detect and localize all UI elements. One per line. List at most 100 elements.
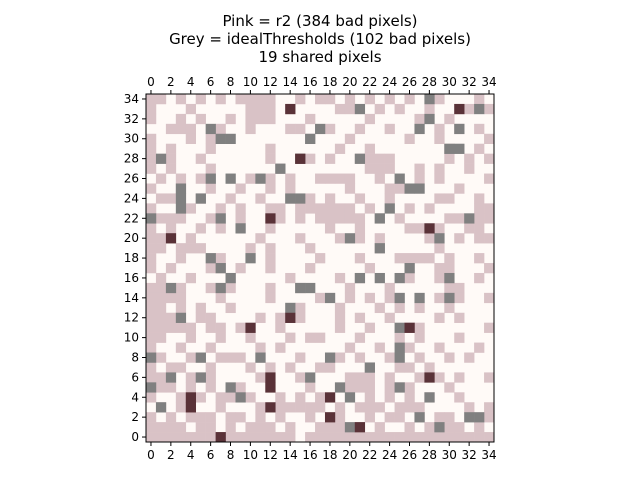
pink-cell — [354, 223, 366, 234]
pink-cell — [195, 422, 206, 433]
x-tick-label-bottom: 18 — [322, 448, 337, 462]
pink-cell — [364, 402, 375, 413]
pink-cell — [364, 292, 375, 304]
pink-cell — [175, 402, 187, 413]
pink-cell — [414, 402, 425, 413]
pink-cell — [444, 412, 455, 423]
pink-cell — [414, 432, 425, 443]
pink-cell — [434, 272, 445, 284]
y-tick-label: 8 — [131, 350, 139, 364]
pink-cell — [404, 392, 415, 403]
pink-cell — [185, 432, 197, 443]
grey-cell — [414, 123, 425, 135]
pink-cell — [295, 392, 306, 403]
pink-cell — [275, 213, 286, 224]
pink-cell — [334, 203, 346, 214]
pink-cell — [434, 133, 445, 145]
pink-cell — [195, 173, 206, 184]
pink-cell — [265, 94, 276, 105]
pink-cell — [464, 103, 475, 115]
pink-cell — [275, 342, 286, 353]
pink-cell — [215, 253, 226, 264]
x-tick-label-top: 28 — [422, 75, 437, 89]
pink-cell — [215, 392, 226, 403]
pink-cell — [225, 392, 236, 403]
pink-cell — [354, 193, 366, 204]
pink-cell — [334, 173, 346, 184]
pink-cell — [354, 312, 366, 323]
pink-cell — [354, 372, 366, 383]
pink-cell — [434, 263, 445, 274]
pink-cell — [344, 342, 356, 353]
pink-cell — [215, 203, 226, 214]
grey-cell — [434, 233, 445, 244]
pink-cell — [454, 213, 465, 224]
grey-cell — [444, 292, 455, 304]
pink-cell — [334, 233, 346, 244]
pink-cell — [185, 233, 197, 244]
pink-cell — [305, 402, 316, 413]
shared-cell — [354, 422, 366, 433]
pink-cell — [255, 372, 266, 383]
grey-cell — [275, 163, 286, 174]
pink-cell — [484, 412, 495, 423]
shared-cell — [185, 392, 197, 403]
x-tick-label-bottom: 10 — [243, 448, 258, 462]
pink-cell — [315, 432, 326, 443]
pink-cell — [354, 213, 366, 224]
grey-cell — [255, 352, 266, 363]
pink-cell — [344, 213, 356, 224]
pink-cell — [295, 213, 306, 224]
pink-cell — [384, 382, 395, 393]
shared-cell — [324, 412, 336, 423]
pink-cell — [334, 103, 346, 115]
pink-cell — [165, 123, 177, 135]
pink-cell — [305, 153, 316, 164]
grey-cell — [205, 253, 216, 264]
pink-cell — [364, 153, 375, 164]
grey-cell — [364, 362, 375, 373]
pink-cell — [305, 432, 316, 443]
pink-cell — [384, 432, 395, 443]
pink-cell — [285, 173, 296, 184]
grey-cell — [464, 213, 475, 224]
x-tick-label-top: 0 — [147, 75, 155, 89]
pink-cell — [285, 362, 296, 373]
pink-cell — [424, 362, 435, 373]
pink-cell — [265, 253, 276, 264]
pink-cell — [165, 263, 177, 274]
pink-cell — [324, 203, 336, 214]
x-tick-label-bottom: 30 — [442, 448, 457, 462]
pink-cell — [195, 223, 206, 234]
pink-cell — [185, 203, 197, 214]
pink-cell — [235, 432, 246, 443]
pink-cell — [305, 193, 316, 204]
pink-cell — [205, 133, 216, 145]
pink-cell — [384, 312, 395, 323]
pink-cell — [344, 173, 356, 184]
pink-cell — [434, 94, 445, 105]
pink-cell — [215, 223, 226, 234]
pink-cell — [146, 422, 157, 433]
y-tick-label: 4 — [131, 390, 139, 404]
pink-cell — [315, 292, 326, 304]
pink-cell — [344, 103, 356, 115]
x-tick-label-bottom: 26 — [402, 448, 417, 462]
grey-cell — [235, 223, 246, 234]
pink-cell — [146, 322, 157, 333]
pink-cell — [344, 183, 356, 194]
pink-cell — [146, 133, 157, 145]
shared-cell — [424, 372, 435, 383]
pink-cell — [155, 312, 167, 323]
pink-cell — [364, 322, 375, 333]
pink-cell — [474, 94, 485, 105]
pink-cell — [344, 382, 356, 393]
shared-cell — [404, 322, 415, 333]
pink-cell — [334, 352, 346, 363]
pink-cell — [384, 193, 395, 204]
pink-cell — [394, 362, 405, 373]
pink-cell — [265, 103, 276, 115]
shared-cell — [265, 402, 276, 413]
shared-cell — [245, 322, 256, 333]
pink-cell — [185, 382, 197, 393]
